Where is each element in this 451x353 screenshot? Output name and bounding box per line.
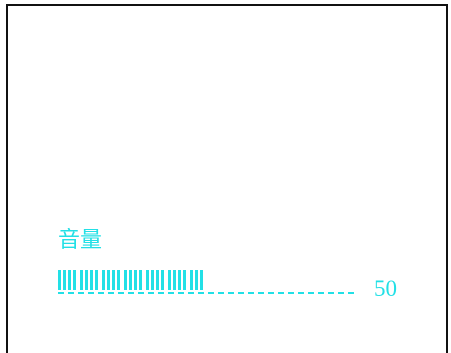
volume-fill-segment [146, 270, 149, 290]
volume-value: 50 [374, 276, 397, 301]
volume-fill-segment [190, 270, 193, 290]
volume-fill-segment [200, 270, 203, 290]
volume-fill-segment [178, 270, 181, 290]
volume-slider[interactable] [58, 268, 354, 298]
volume-fill-segment [85, 270, 88, 290]
window-frame [6, 4, 448, 353]
volume-fill-segment [73, 270, 76, 290]
volume-fill-segment [156, 270, 159, 290]
volume-fill-segment [161, 270, 164, 290]
volume-fill-segment [80, 270, 83, 290]
volume-fill-segment [102, 270, 105, 290]
volume-fill-segment [195, 270, 198, 290]
volume-slider-track[interactable] [58, 292, 354, 294]
volume-fill-segment [58, 270, 61, 290]
volume-fill-segment [129, 270, 132, 290]
volume-fill-segment [134, 270, 137, 290]
volume-fill-segment [139, 270, 142, 290]
volume-fill-segment [95, 270, 98, 290]
volume-fill-segment [151, 270, 154, 290]
volume-fill-segment [168, 270, 171, 290]
volume-fill-segment [107, 270, 110, 290]
volume-fill-segment [183, 270, 186, 290]
volume-fill-segment [63, 270, 66, 290]
volume-label: 音量 [58, 228, 103, 253]
volume-fill-segment [68, 270, 71, 290]
volume-fill-segment [90, 270, 93, 290]
volume-slider-fill [58, 270, 205, 290]
volume-fill-segment [117, 270, 120, 290]
volume-fill-segment [112, 270, 115, 290]
volume-fill-segment [173, 270, 176, 290]
volume-fill-segment [124, 270, 127, 290]
